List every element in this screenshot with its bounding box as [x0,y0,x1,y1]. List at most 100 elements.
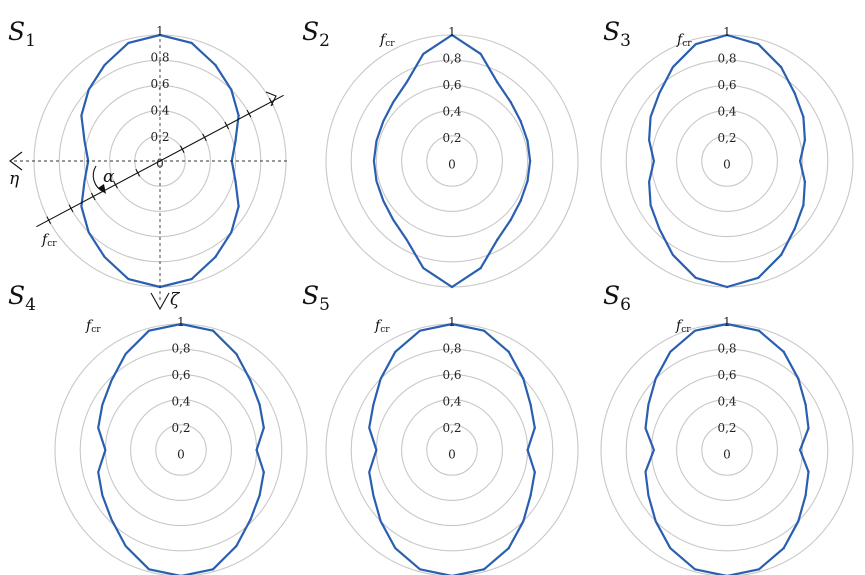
radial-axis-label: fcr [675,318,691,335]
data-point-s4-15 [211,329,215,332]
radial-axis-tick [90,192,96,201]
grid-ring-2 [676,110,778,212]
tick-label: 0,4 [171,395,190,409]
tick-label: 0 [723,158,731,172]
tick-label: 0,6 [442,368,461,382]
data-point-s2-30 [496,81,499,84]
grid-ring-4 [625,348,829,552]
tick-label: 0,6 [717,368,736,382]
data-point-s5-60 [529,403,532,406]
grid-ring-1 [701,424,753,476]
polar-panel-s3: 1 0,8 0,6 0,4 0,2 0 S3 fcr [600,17,854,289]
data-point-s3-180 [725,285,729,289]
grid-ring-1 [701,135,753,187]
grid-ring-2 [109,110,211,212]
data-point-s1-45 [230,88,233,91]
data-point-s3-15 [757,43,760,46]
data-point-s3-165 [757,276,760,279]
data-point-s3-0 [725,33,729,37]
data-point-s5-90 [526,448,529,452]
data-point-s3-105 [803,180,807,184]
tick-label: 0 [177,448,185,462]
radial-axis-label: fcr [676,32,692,49]
data-point-s2-105 [526,180,529,183]
panel-label-s3: S3 [603,17,631,51]
tick-label: 0,4 [442,105,461,119]
data-point-s2-75 [526,139,529,142]
alpha-symbol: α [103,167,115,187]
data-point-s4-45 [249,379,252,382]
tick-label: 0,6 [717,78,736,92]
radial-axis-label-main: f [41,232,50,248]
grid-ring-2 [130,399,232,501]
grid-ring-1 [155,424,207,476]
radial-axis-label-main: f [374,318,383,334]
data-point-s3-90 [798,159,802,163]
polar-panel-s4: 1 0,8 0,6 0,4 0,2 0 S4 fcr [8,281,308,575]
grid-ring-3 [650,84,804,238]
radial-axis-tick [68,204,74,213]
tick-label: 0 [448,448,456,462]
data-point-s1-135 [230,231,233,234]
panel-label-sub: 5 [319,295,330,315]
data-point-s1-60 [237,114,240,117]
radial-axis-tick [113,180,118,189]
tick-label: 0,2 [442,131,461,145]
data-point-s6-60 [804,403,807,406]
panel-label-s2: S2 [302,17,330,51]
panel-label-s5: S5 [302,281,330,315]
data-point-s1-105 [234,180,237,183]
rotated-radial-axis [36,94,284,228]
polar-panel-s5: 1 0,8 0,6 0,4 0,2 0 S5 fcr [302,281,579,575]
panel-label-main: S [302,281,319,310]
radial-axis-label: fcr [85,318,101,335]
tick-label: 0,4 [442,395,461,409]
data-point-s3-120 [802,203,805,207]
data-point-s3-75 [803,138,807,142]
grid-ring-1 [426,424,478,476]
panel-label-main: S [603,17,620,46]
panel-label-sub: 3 [620,31,631,51]
tick-label: 1 [156,24,164,38]
data-point-s4-135 [249,518,252,521]
polar-panel-s2: 1 0,8 0,6 0,4 0,2 0 S2 fcr [302,17,579,289]
data-point-s4-60 [258,403,261,406]
radial-axis-tick [46,216,52,224]
data-point-s6-90 [798,448,802,452]
zeta-symbol: ζ [170,290,181,310]
data-point-s2-120 [519,199,522,202]
data-point-s1-120 [237,205,240,208]
panel-label-main: S [302,17,319,46]
radial-axis-label-sub: cr [681,325,691,335]
data-point-s1-150 [214,255,217,259]
panel-label-main: S [603,281,620,310]
radial-axis-label-sub: cr [91,325,101,335]
tick-label: 0,4 [717,105,736,119]
tick-label: 0,2 [717,421,736,435]
tick-label: 1 [723,315,731,329]
radial-axis-label: fcr [379,32,395,49]
data-point-s4-90 [255,448,258,452]
zeta-arrow-icon [150,292,170,311]
grid-ring-2 [676,399,778,501]
panel-label-main: S [8,281,25,310]
data-point-s6-120 [804,494,807,497]
data-point-s1-75 [234,139,237,142]
tick-label: 0,8 [442,52,461,66]
radial-axis-tick [268,98,274,106]
data-point-s5-45 [522,377,525,380]
eta-arrow-icon [9,151,23,171]
radial-axis-tick [246,109,252,118]
data-point-s6-75 [807,427,810,430]
tick-label: 0,6 [171,368,190,382]
radial-axis-label-sub: cr [682,39,692,49]
grid-ring-4 [79,348,283,552]
data-point-s1-15 [190,41,193,45]
data-point-s6-30 [782,350,785,353]
radial-axis-label: fcr [374,318,390,335]
grid-ring-1 [426,135,478,187]
data-point-s3-30 [780,66,783,69]
data-point-s6-0 [725,322,729,326]
data-point-s2-165 [479,266,482,270]
